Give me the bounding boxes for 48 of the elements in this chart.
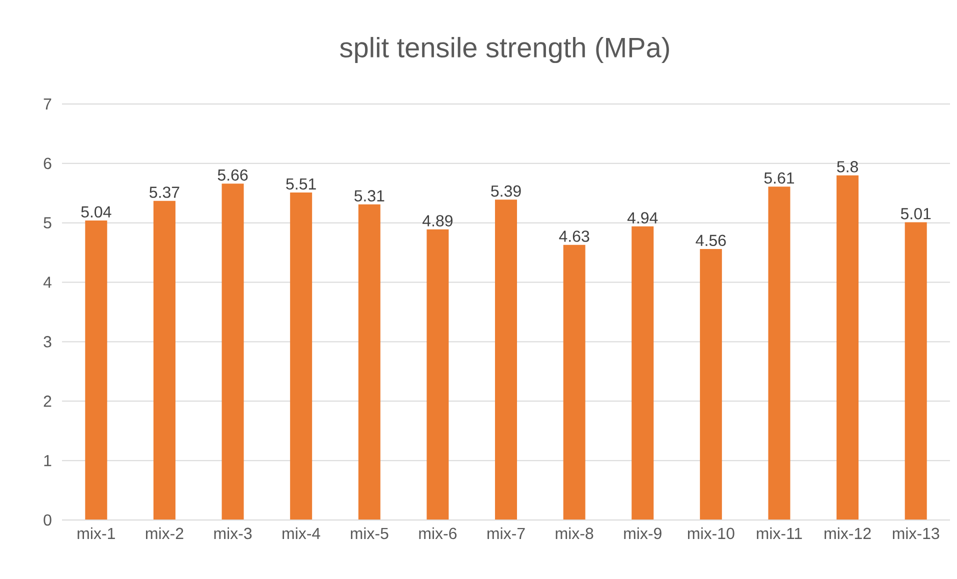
y-tick-label: 6 [44, 158, 52, 170]
y-tick-label: 7 [44, 98, 52, 110]
y-tick-label: 0 [44, 514, 52, 526]
bar [358, 204, 380, 520]
y-tick-label: 4 [43, 276, 52, 288]
bar [153, 200, 176, 520]
data-label: 5.8 [837, 161, 858, 172]
data-label: 4.94 [627, 212, 658, 224]
data-label: 5.51 [286, 178, 316, 190]
x-tick-label: mix-3 [214, 527, 252, 540]
x-tick-label: mix-1 [78, 527, 115, 539]
bar [290, 192, 312, 520]
bar [222, 184, 244, 520]
bar [85, 220, 108, 520]
x-tick-label: mix-4 [282, 527, 320, 539]
chart-title: split tensile strength (MPa) [340, 36, 669, 64]
x-tick-label: mix-8 [556, 527, 594, 540]
x-tick-label: mix-10 [688, 527, 734, 540]
data-label: 4.89 [422, 215, 452, 226]
x-tick-label: mix-5 [350, 527, 388, 540]
bar [836, 175, 859, 520]
x-tick-label: mix-6 [419, 527, 457, 540]
bar [426, 229, 449, 520]
y-tick-label: 1 [44, 455, 52, 466]
bar [904, 222, 927, 520]
bar [632, 226, 654, 520]
bar [563, 244, 586, 520]
data-label: 5.66 [218, 169, 248, 181]
y-tick-label: 2 [44, 396, 52, 407]
bar [700, 249, 722, 520]
y-tick-label: 5 [44, 217, 52, 228]
data-label: 5.37 [150, 186, 180, 198]
data-label: 4.56 [696, 234, 726, 246]
y-tick-label: 3 [44, 336, 52, 348]
x-tick-label: mix-11 [756, 527, 802, 539]
data-label: 5.31 [354, 190, 384, 202]
x-tick-label: mix-2 [146, 527, 184, 539]
x-tick-label: mix-7 [488, 527, 525, 539]
data-label: 5.39 [491, 185, 521, 197]
x-tick-label: mix-12 [824, 527, 871, 539]
bar [495, 200, 518, 520]
data-label: 4.63 [559, 230, 590, 242]
bar [768, 186, 790, 520]
x-tick-label: mix-9 [624, 527, 662, 540]
data-label: 5.61 [764, 172, 794, 184]
data-label: 5.04 [81, 206, 112, 218]
data-label: 5.01 [900, 208, 931, 220]
x-tick-label: mix-13 [892, 527, 940, 540]
